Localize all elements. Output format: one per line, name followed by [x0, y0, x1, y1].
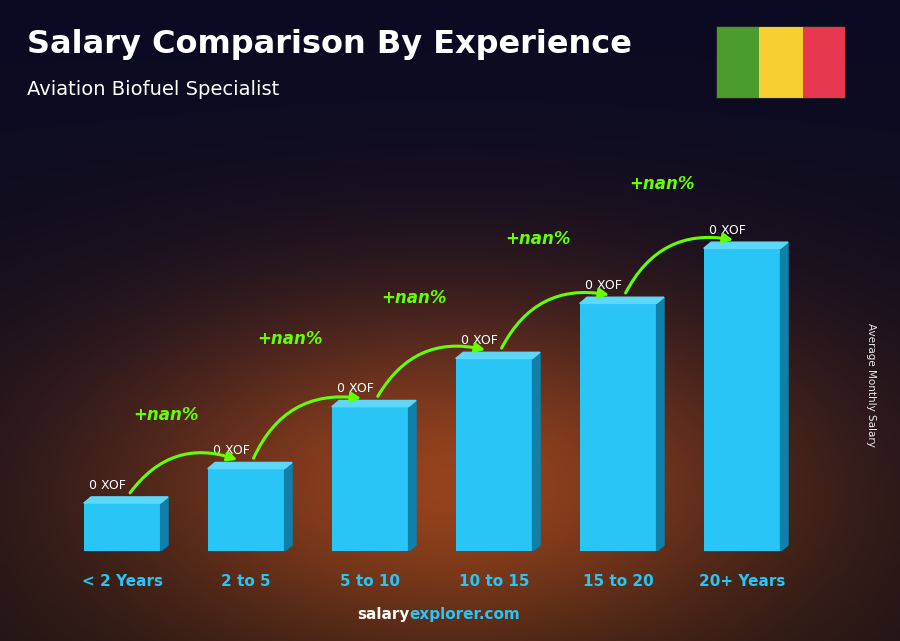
Text: +nan%: +nan% [629, 175, 694, 193]
Polygon shape [704, 242, 788, 248]
Text: 10 to 15: 10 to 15 [459, 574, 529, 588]
Polygon shape [533, 353, 540, 551]
Bar [84, 503, 160, 551]
Polygon shape [208, 462, 292, 469]
Polygon shape [580, 297, 664, 303]
Text: explorer.com: explorer.com [410, 607, 520, 622]
Bar [580, 303, 657, 551]
Text: 0 XOF: 0 XOF [709, 224, 746, 237]
Polygon shape [409, 401, 416, 551]
Text: 5 to 10: 5 to 10 [340, 574, 400, 588]
Text: < 2 Years: < 2 Years [82, 574, 163, 588]
Text: 2 to 5: 2 to 5 [221, 574, 271, 588]
Polygon shape [84, 497, 168, 503]
Bar [332, 406, 409, 551]
Text: +nan%: +nan% [256, 330, 322, 348]
Text: 0 XOF: 0 XOF [213, 444, 249, 457]
Polygon shape [780, 242, 788, 551]
Text: Aviation Biofuel Specialist: Aviation Biofuel Specialist [27, 80, 279, 99]
Polygon shape [160, 497, 168, 551]
Text: +nan%: +nan% [381, 289, 446, 307]
Text: 0 XOF: 0 XOF [461, 334, 498, 347]
Bar [208, 469, 284, 551]
Bar [716, 26, 759, 99]
Bar [704, 248, 780, 551]
Text: 0 XOF: 0 XOF [585, 279, 622, 292]
Text: 0 XOF: 0 XOF [337, 382, 374, 395]
Text: 20+ Years: 20+ Years [699, 574, 786, 588]
Text: 0 XOF: 0 XOF [89, 479, 126, 492]
Text: 15 to 20: 15 to 20 [583, 574, 653, 588]
Text: Average Monthly Salary: Average Monthly Salary [866, 322, 877, 447]
Text: salary: salary [357, 607, 410, 622]
Bar [759, 26, 803, 99]
Polygon shape [284, 462, 292, 551]
Bar [455, 358, 533, 551]
Polygon shape [455, 353, 540, 358]
Text: Salary Comparison By Experience: Salary Comparison By Experience [27, 29, 632, 60]
Bar [803, 26, 846, 99]
Text: +nan%: +nan% [133, 406, 198, 424]
Text: +nan%: +nan% [505, 230, 571, 248]
Polygon shape [332, 401, 416, 406]
Polygon shape [657, 297, 664, 551]
